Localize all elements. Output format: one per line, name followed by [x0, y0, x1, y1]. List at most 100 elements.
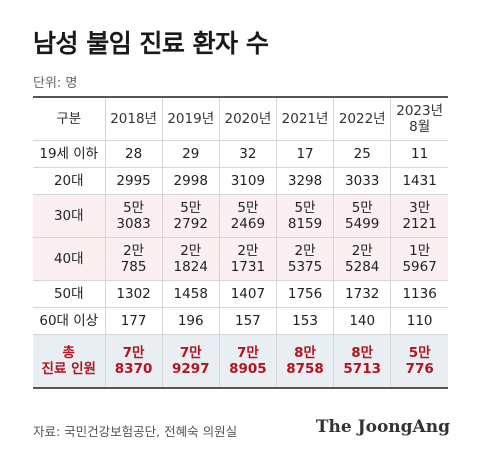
table-cell: 11 — [390, 140, 448, 168]
table-cell: 32 — [218, 140, 277, 168]
table-cell-line: 2469 — [230, 216, 266, 232]
table-cell-line: 2998 — [173, 173, 208, 189]
table-cell-line: 1824 — [173, 259, 208, 275]
table-cell: 1431 — [390, 167, 448, 195]
table-cell: 1407 — [218, 280, 277, 308]
total-cell-line: 7만 — [236, 345, 259, 361]
table-cell: 2만 1824 — [161, 237, 220, 281]
table-cell-line: 1136 — [402, 286, 437, 302]
total-cell-line: 8만 — [294, 345, 316, 361]
table-cell: 3만 2121 — [390, 194, 448, 238]
table-cell-line: 1731 — [230, 259, 266, 275]
table-cell: 1302 — [104, 280, 163, 308]
column-header-line: 2018년 — [110, 111, 157, 127]
table-cell-line: 3083 — [116, 216, 151, 232]
table-cell-line: 196 — [177, 313, 204, 329]
table-cell: 5만 2469 — [218, 194, 277, 238]
row-label: 50대 — [33, 280, 105, 308]
table-cell-line: 177 — [120, 313, 147, 329]
table-cell-line: 1458 — [173, 286, 208, 302]
table-cell-line: 2만 — [180, 243, 202, 259]
table-cell: 177 — [104, 307, 163, 335]
table-cell: 3033 — [333, 167, 391, 195]
header-row-label: 구분 — [33, 96, 105, 141]
column-header-line: 2023년 — [396, 103, 444, 119]
table-cell-line: 5만 — [180, 200, 202, 216]
table-cell-line: 2만 — [351, 243, 373, 259]
total-cell: 8만 5713 — [333, 334, 391, 389]
table-cell-line: 1만 — [409, 243, 431, 259]
total-row-label-line: 총 — [62, 345, 75, 361]
table-cell: 1756 — [275, 280, 334, 308]
table-cell-line: 3만 — [409, 200, 431, 216]
table-row: 50대 1302 1458 1407 1756 1732 1136 — [33, 280, 448, 308]
total-cell-line: 776 — [405, 361, 434, 377]
table-cell: 25 — [333, 140, 391, 168]
column-header: 2022년 — [333, 96, 391, 141]
table-cell-line: 5499 — [345, 216, 380, 232]
total-row: 총 진료 인원 7만 8370 7만 9297 7만 8905 8만 8758 8만 5713 5만 77… — [33, 334, 448, 389]
table-cell: 2만 1731 — [218, 237, 277, 281]
table-cell-line: 5만 — [351, 200, 373, 216]
table-row: 30대 5만 3083 5만 2792 5만 2469 5만 8159 5만 5499 3만 2121 — [33, 194, 448, 238]
table-cell: 1732 — [333, 280, 391, 308]
table-row: 19세 이하 28 29 32 17 25 11 — [33, 140, 448, 168]
total-row-label: 총 진료 인원 — [33, 334, 105, 389]
table-cell-line: 5만 — [123, 200, 145, 216]
table-cell: 153 — [275, 307, 334, 335]
table-cell: 28 — [104, 140, 163, 168]
table-cell: 17 — [275, 140, 334, 168]
table-cell: 5만 5499 — [333, 194, 391, 238]
table-cell-line: 1732 — [345, 286, 380, 302]
table-cell-line: 2121 — [402, 216, 437, 232]
table-cell-line: 5967 — [402, 259, 437, 275]
table-cell: 1만 5967 — [390, 237, 448, 281]
total-cell-line: 8758 — [286, 361, 324, 377]
table-cell-line: 3109 — [230, 173, 266, 189]
total-cell-line: 5만 — [408, 345, 431, 361]
table-cell: 2만 5375 — [275, 237, 334, 281]
row-label: 60대 이상 — [33, 307, 105, 335]
row-label: 19세 이하 — [33, 140, 105, 168]
table-row: 60대 이상 177 196 157 153 140 110 — [33, 307, 448, 335]
table-cell-line: 157 — [235, 313, 261, 329]
table-cell-line: 11 — [411, 146, 429, 162]
table-cell-line: 5375 — [287, 259, 323, 275]
total-cell-line: 8만 — [351, 345, 374, 361]
chart-title: 남성 불임 진료 환자 수 — [33, 29, 269, 58]
column-header-line: 2019년 — [167, 111, 215, 127]
table-cell-line: 17 — [296, 146, 314, 162]
column-header-line: 8월 — [409, 119, 431, 135]
row-label: 20대 — [33, 167, 105, 195]
table-cell-line: 153 — [292, 313, 318, 329]
total-cell-line: 7만 — [179, 345, 202, 361]
table-cell-line: 29 — [182, 146, 200, 162]
table-cell: 196 — [161, 307, 220, 335]
table-cell: 1458 — [161, 280, 220, 308]
table-cell-line: 8159 — [287, 216, 323, 232]
table-cell: 29 — [161, 140, 220, 168]
column-header: 2023년 8월 — [390, 96, 448, 141]
table-cell-line: 28 — [124, 146, 143, 162]
table-cell-line: 1431 — [402, 173, 437, 189]
total-cell-line: 5713 — [343, 361, 381, 377]
total-cell-line: 9297 — [171, 361, 210, 377]
table-cell: 5만 8159 — [275, 194, 334, 238]
total-cell: 5만 776 — [390, 334, 448, 389]
table-cell: 1136 — [390, 280, 448, 308]
total-cell-line: 8370 — [114, 361, 153, 377]
table-cell-line: 3298 — [287, 173, 323, 189]
column-header: 2020년 — [218, 96, 277, 141]
column-header: 2021년 — [275, 96, 334, 141]
table-cell-line: 5만 — [294, 200, 316, 216]
total-cell: 7만 9297 — [161, 334, 220, 389]
source-note: 자료: 국민건강보험공단, 전혜숙 의원실 — [33, 424, 238, 439]
total-cell-line: 7만 — [122, 345, 145, 361]
table-cell-line: 5284 — [345, 259, 380, 275]
table-cell-line: 140 — [349, 313, 376, 329]
column-header-line: 2021년 — [281, 111, 329, 127]
table-cell-line: 3033 — [345, 173, 380, 189]
unit-label: 단위: 명 — [33, 76, 78, 91]
total-cell: 7만 8370 — [104, 334, 163, 389]
table-cell: 2만 5284 — [333, 237, 391, 281]
